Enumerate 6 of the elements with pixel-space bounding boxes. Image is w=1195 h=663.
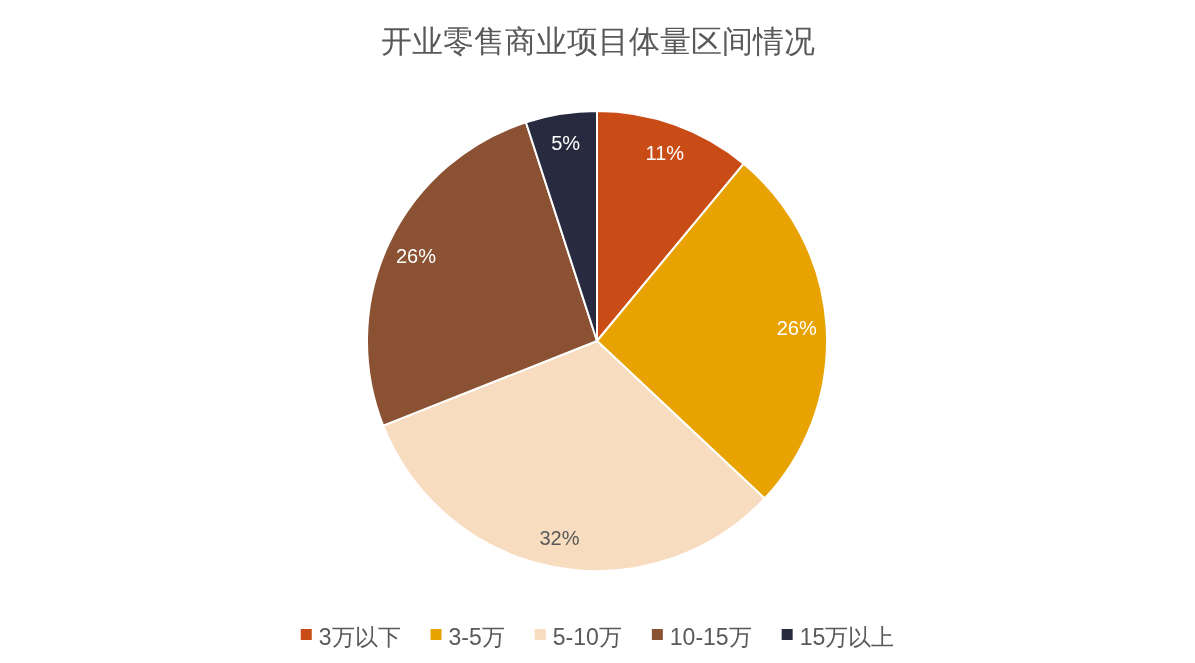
legend-label: 5-10万: [552, 624, 622, 650]
legend-label: 15万以上: [799, 624, 895, 650]
legend-label: 3万以下: [318, 624, 401, 650]
title: 开业零售商业项目体量区间情况: [380, 24, 815, 59]
legend-label: 3-5万: [448, 624, 505, 650]
legend-label: 10-15万: [669, 624, 752, 650]
